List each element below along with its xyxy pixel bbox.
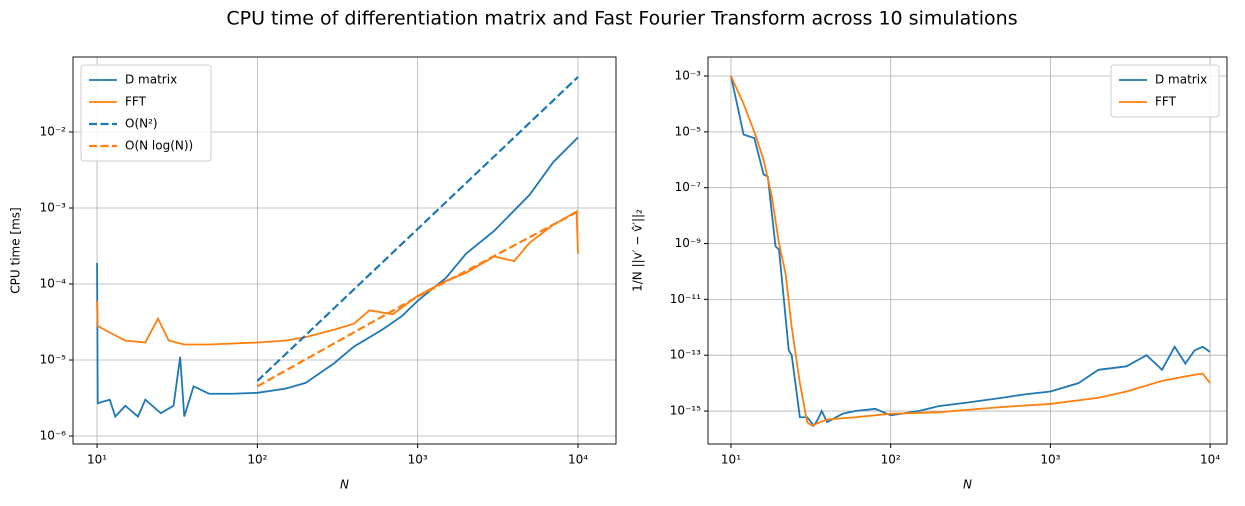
legend-label: O(N²) bbox=[125, 117, 158, 131]
y-tick-label: 10⁻¹³ bbox=[670, 348, 701, 362]
legend-box bbox=[80, 64, 212, 162]
axes-frame bbox=[72, 56, 617, 445]
series-line bbox=[730, 75, 1211, 427]
x-tick-label: 10² bbox=[247, 453, 267, 467]
y-tick-label: 10⁻¹⁵ bbox=[670, 404, 701, 418]
legend-label: D matrix bbox=[1155, 73, 1207, 87]
x-tick-label: 10¹ bbox=[721, 453, 741, 467]
y-tick-label: 10⁻⁵ bbox=[675, 124, 702, 138]
y-tick-label: 10⁻² bbox=[40, 124, 67, 138]
x-tick-label: 10⁴ bbox=[1200, 453, 1220, 467]
legend-label: FFT bbox=[125, 95, 147, 109]
series-line bbox=[96, 209, 579, 346]
x-tick-label: 10¹ bbox=[87, 453, 107, 467]
y-tick-label: 10⁻⁹ bbox=[675, 236, 702, 250]
y-tick-label: 10⁻⁶ bbox=[40, 429, 67, 443]
y-axis-label: CPU time [ms] bbox=[9, 207, 23, 293]
series-line bbox=[256, 210, 579, 388]
axes: 10¹ 10² 10³ 10⁴ 10⁻¹⁵ 10⁻¹³ 10⁻¹¹ 10⁻⁹ 10⁻⁷ 10⁻⁵ 1… bbox=[631, 56, 1228, 492]
x-tick-label: 10² bbox=[881, 453, 901, 467]
y-tick-label: 10⁻⁷ bbox=[675, 180, 702, 194]
axes: 10¹ 10² 10³ 10⁴ 10⁻⁶ 10⁻⁵ 10⁻⁴ 10⁻³ 10⁻² N CPU tim… bbox=[9, 56, 617, 492]
legend-box bbox=[1110, 64, 1220, 118]
x-tick-label: 10³ bbox=[1040, 453, 1060, 467]
legend-label: D matrix bbox=[125, 73, 177, 87]
y-tick-label: 10⁻³ bbox=[40, 201, 67, 215]
legend-label: FFT bbox=[1155, 95, 1177, 109]
legend-label: O(N log(N)) bbox=[125, 139, 193, 153]
x-axis-label: N bbox=[340, 478, 349, 492]
series-line bbox=[730, 75, 1211, 428]
y-axis-label: 1/N ||v′ − v̂′||₂ bbox=[631, 209, 645, 292]
x-tick-label: 10³ bbox=[408, 453, 428, 467]
series-line bbox=[96, 136, 579, 419]
x-tick-label: 10⁴ bbox=[568, 453, 588, 467]
series-line bbox=[256, 76, 579, 382]
figure-title: CPU time of differentiation matrix and F… bbox=[226, 8, 1017, 30]
y-tick-label: 10⁻⁴ bbox=[40, 277, 67, 291]
axes-frame bbox=[707, 56, 1228, 445]
y-tick-label: 10⁻⁵ bbox=[40, 353, 67, 367]
y-tick-label: 10⁻³ bbox=[675, 69, 702, 83]
x-axis-label: N bbox=[963, 478, 972, 492]
y-tick-label: 10⁻¹¹ bbox=[670, 292, 701, 306]
